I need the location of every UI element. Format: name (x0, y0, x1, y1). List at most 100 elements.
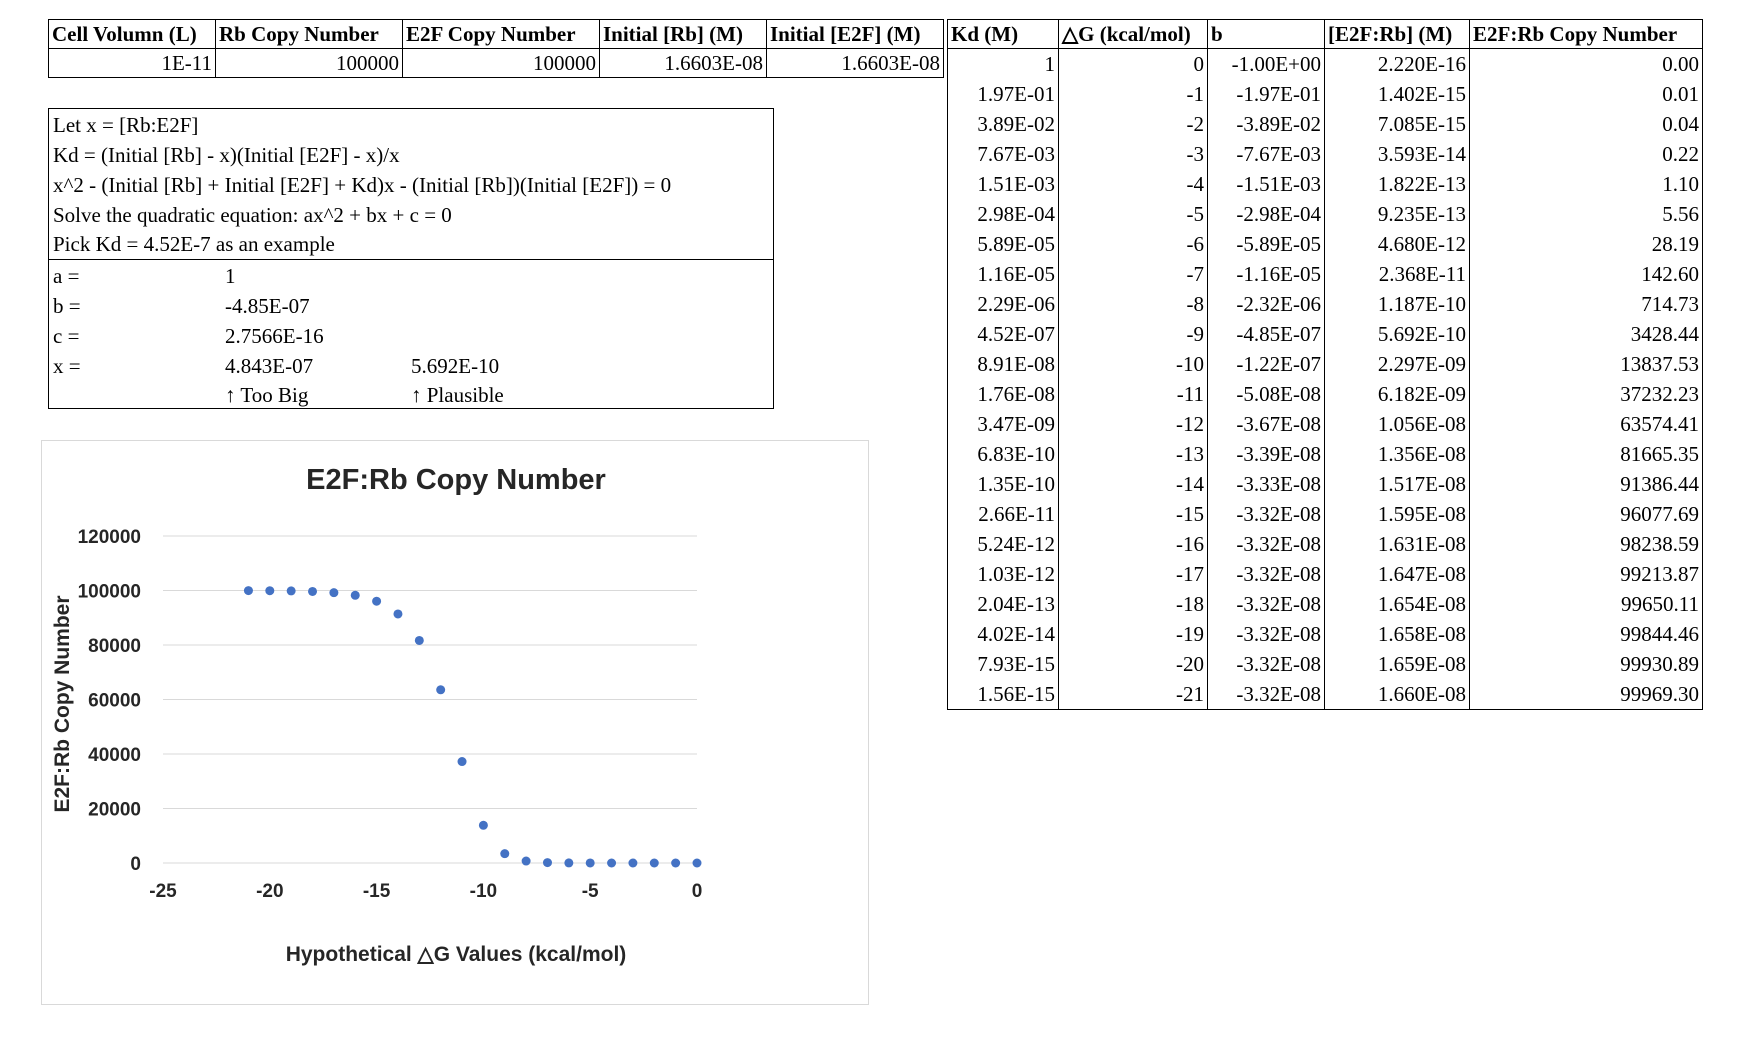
value-initial-e2f[interactable]: 1.6603E-08 (766, 48, 944, 78)
data-point[interactable] (414, 635, 424, 645)
kd-cell[interactable]: 5.89E-05 (947, 229, 1059, 259)
e2f-rb-concentration-cell[interactable]: 1.187E-10 (1324, 289, 1470, 319)
b-cell[interactable]: -5.89E-05 (1207, 229, 1325, 259)
copy-number-cell[interactable]: 28.19 (1469, 229, 1703, 259)
e2f-rb-concentration-cell[interactable]: 1.660E-08 (1324, 679, 1470, 710)
e2f-rb-concentration-cell[interactable]: 1.822E-13 (1324, 169, 1470, 199)
e2f-rb-concentration-cell[interactable]: 7.085E-15 (1324, 109, 1470, 139)
delta-g-cell[interactable]: -9 (1058, 319, 1208, 349)
copy-number-cell[interactable]: 91386.44 (1469, 469, 1703, 499)
b-cell[interactable]: -3.39E-08 (1207, 439, 1325, 469)
delta-g-cell[interactable]: -8 (1058, 289, 1208, 319)
copy-number-cell[interactable]: 5.56 (1469, 199, 1703, 229)
b-cell[interactable]: -3.32E-08 (1207, 529, 1325, 559)
delta-g-cell[interactable]: -20 (1058, 649, 1208, 679)
data-point[interactable] (607, 858, 617, 868)
data-point[interactable] (649, 858, 659, 868)
kd-cell[interactable]: 1.16E-05 (947, 259, 1059, 289)
b-cell[interactable]: -1.51E-03 (1207, 169, 1325, 199)
header-e2f-copy-number[interactable]: E2F Copy Number (402, 19, 600, 49)
b-cell[interactable]: -1.22E-07 (1207, 349, 1325, 379)
e2f-rb-concentration-cell[interactable]: 1.356E-08 (1324, 439, 1470, 469)
label-c[interactable]: c = (53, 324, 80, 348)
copy-number-cell[interactable]: 0.01 (1469, 79, 1703, 109)
delta-g-cell[interactable]: -2 (1058, 109, 1208, 139)
value-e2f-copy-number[interactable]: 100000 (402, 48, 600, 78)
value-c[interactable]: 2.7566E-16 (225, 324, 324, 348)
kd-cell[interactable]: 2.04E-13 (947, 589, 1059, 619)
data-point[interactable] (585, 858, 595, 868)
copy-number-cell[interactable]: 37232.23 (1469, 379, 1703, 409)
data-point[interactable] (564, 858, 574, 868)
e2f-rb-concentration-cell[interactable]: 3.593E-14 (1324, 139, 1470, 169)
b-cell[interactable]: -3.32E-08 (1207, 649, 1325, 679)
kd-cell[interactable]: 2.98E-04 (947, 199, 1059, 229)
e2f-rb-concentration-cell[interactable]: 5.692E-10 (1324, 319, 1470, 349)
scatter-chart[interactable]: 0 20000 40000 60000 80000 100000 120000 -25 -20… (41, 440, 869, 1005)
e2f-rb-concentration-cell[interactable]: 1.631E-08 (1324, 529, 1470, 559)
b-cell[interactable]: -2.32E-06 (1207, 289, 1325, 319)
b-cell[interactable]: -5.08E-08 (1207, 379, 1325, 409)
header-initial-rb[interactable]: Initial [Rb] (M) (599, 19, 767, 49)
b-cell[interactable]: -3.32E-08 (1207, 619, 1325, 649)
note-line[interactable]: Pick Kd = 4.52E-7 as an example (53, 232, 335, 256)
data-point[interactable] (329, 588, 339, 598)
b-cell[interactable]: -3.67E-08 (1207, 409, 1325, 439)
value-a[interactable]: 1 (225, 264, 236, 288)
header-cell-volume[interactable]: Cell Volumn (L) (48, 19, 216, 49)
root-2-note[interactable]: ↑ Plausible (411, 383, 504, 407)
data-point[interactable] (521, 856, 531, 866)
e2f-rb-concentration-cell[interactable]: 1.658E-08 (1324, 619, 1470, 649)
delta-g-cell[interactable]: -6 (1058, 229, 1208, 259)
kd-cell[interactable]: 6.83E-10 (947, 439, 1059, 469)
copy-number-cell[interactable]: 142.60 (1469, 259, 1703, 289)
e2f-rb-concentration-cell[interactable]: 4.680E-12 (1324, 229, 1470, 259)
data-point[interactable] (350, 590, 360, 600)
delta-g-cell[interactable]: -3 (1058, 139, 1208, 169)
copy-number-cell[interactable]: 3428.44 (1469, 319, 1703, 349)
b-cell[interactable]: -3.32E-08 (1207, 679, 1325, 710)
copy-number-cell[interactable]: 99969.30 (1469, 679, 1703, 710)
e2f-rb-concentration-cell[interactable]: 9.235E-13 (1324, 199, 1470, 229)
header-e2f-rb-copy-number[interactable]: E2F:Rb Copy Number (1469, 19, 1703, 49)
label-b[interactable]: b = (53, 294, 81, 318)
copy-number-cell[interactable]: 81665.35 (1469, 439, 1703, 469)
copy-number-cell[interactable]: 99930.89 (1469, 649, 1703, 679)
data-point[interactable] (308, 586, 318, 596)
e2f-rb-concentration-cell[interactable]: 1.595E-08 (1324, 499, 1470, 529)
header-e2f-rb-concentration[interactable]: [E2F:Rb] (M) (1324, 19, 1470, 49)
kd-cell[interactable]: 1.51E-03 (947, 169, 1059, 199)
delta-g-cell[interactable]: -12 (1058, 409, 1208, 439)
b-cell[interactable]: -1.16E-05 (1207, 259, 1325, 289)
kd-cell[interactable]: 3.89E-02 (947, 109, 1059, 139)
kd-cell[interactable]: 1.03E-12 (947, 559, 1059, 589)
kd-cell[interactable]: 1.56E-15 (947, 679, 1059, 710)
delta-g-cell[interactable]: -16 (1058, 529, 1208, 559)
e2f-rb-concentration-cell[interactable]: 1.517E-08 (1324, 469, 1470, 499)
note-line[interactable]: Solve the quadratic equation: ax^2 + bx … (53, 203, 452, 227)
delta-g-cell[interactable]: -15 (1058, 499, 1208, 529)
chart-title[interactable]: E2F:Rb Copy Number (306, 464, 606, 496)
copy-number-cell[interactable]: 1.10 (1469, 169, 1703, 199)
copy-number-cell[interactable]: 0.22 (1469, 139, 1703, 169)
value-rb-copy-number[interactable]: 100000 (215, 48, 403, 78)
kd-cell[interactable]: 1.97E-01 (947, 79, 1059, 109)
x-axis-title[interactable]: Hypothetical △G Values (kcal/mol) (286, 943, 627, 966)
kd-cell[interactable]: 1.35E-10 (947, 469, 1059, 499)
root-1-note[interactable]: ↑ Too Big (225, 383, 309, 407)
e2f-rb-concentration-cell[interactable]: 2.220E-16 (1324, 48, 1470, 79)
copy-number-cell[interactable]: 714.73 (1469, 289, 1703, 319)
data-point[interactable] (457, 757, 467, 767)
b-cell[interactable]: -7.67E-03 (1207, 139, 1325, 169)
data-point[interactable] (436, 685, 446, 695)
label-x[interactable]: x = (53, 354, 81, 378)
header-rb-copy-number[interactable]: Rb Copy Number (215, 19, 403, 49)
e2f-rb-concentration-cell[interactable]: 1.402E-15 (1324, 79, 1470, 109)
kd-cell[interactable]: 3.47E-09 (947, 409, 1059, 439)
delta-g-cell[interactable]: -13 (1058, 439, 1208, 469)
value-b[interactable]: -4.85E-07 (225, 294, 310, 318)
kd-cell[interactable]: 7.93E-15 (947, 649, 1059, 679)
data-point[interactable] (243, 586, 253, 596)
b-cell[interactable]: -3.32E-08 (1207, 589, 1325, 619)
b-cell[interactable]: -1.00E+00 (1207, 48, 1325, 79)
